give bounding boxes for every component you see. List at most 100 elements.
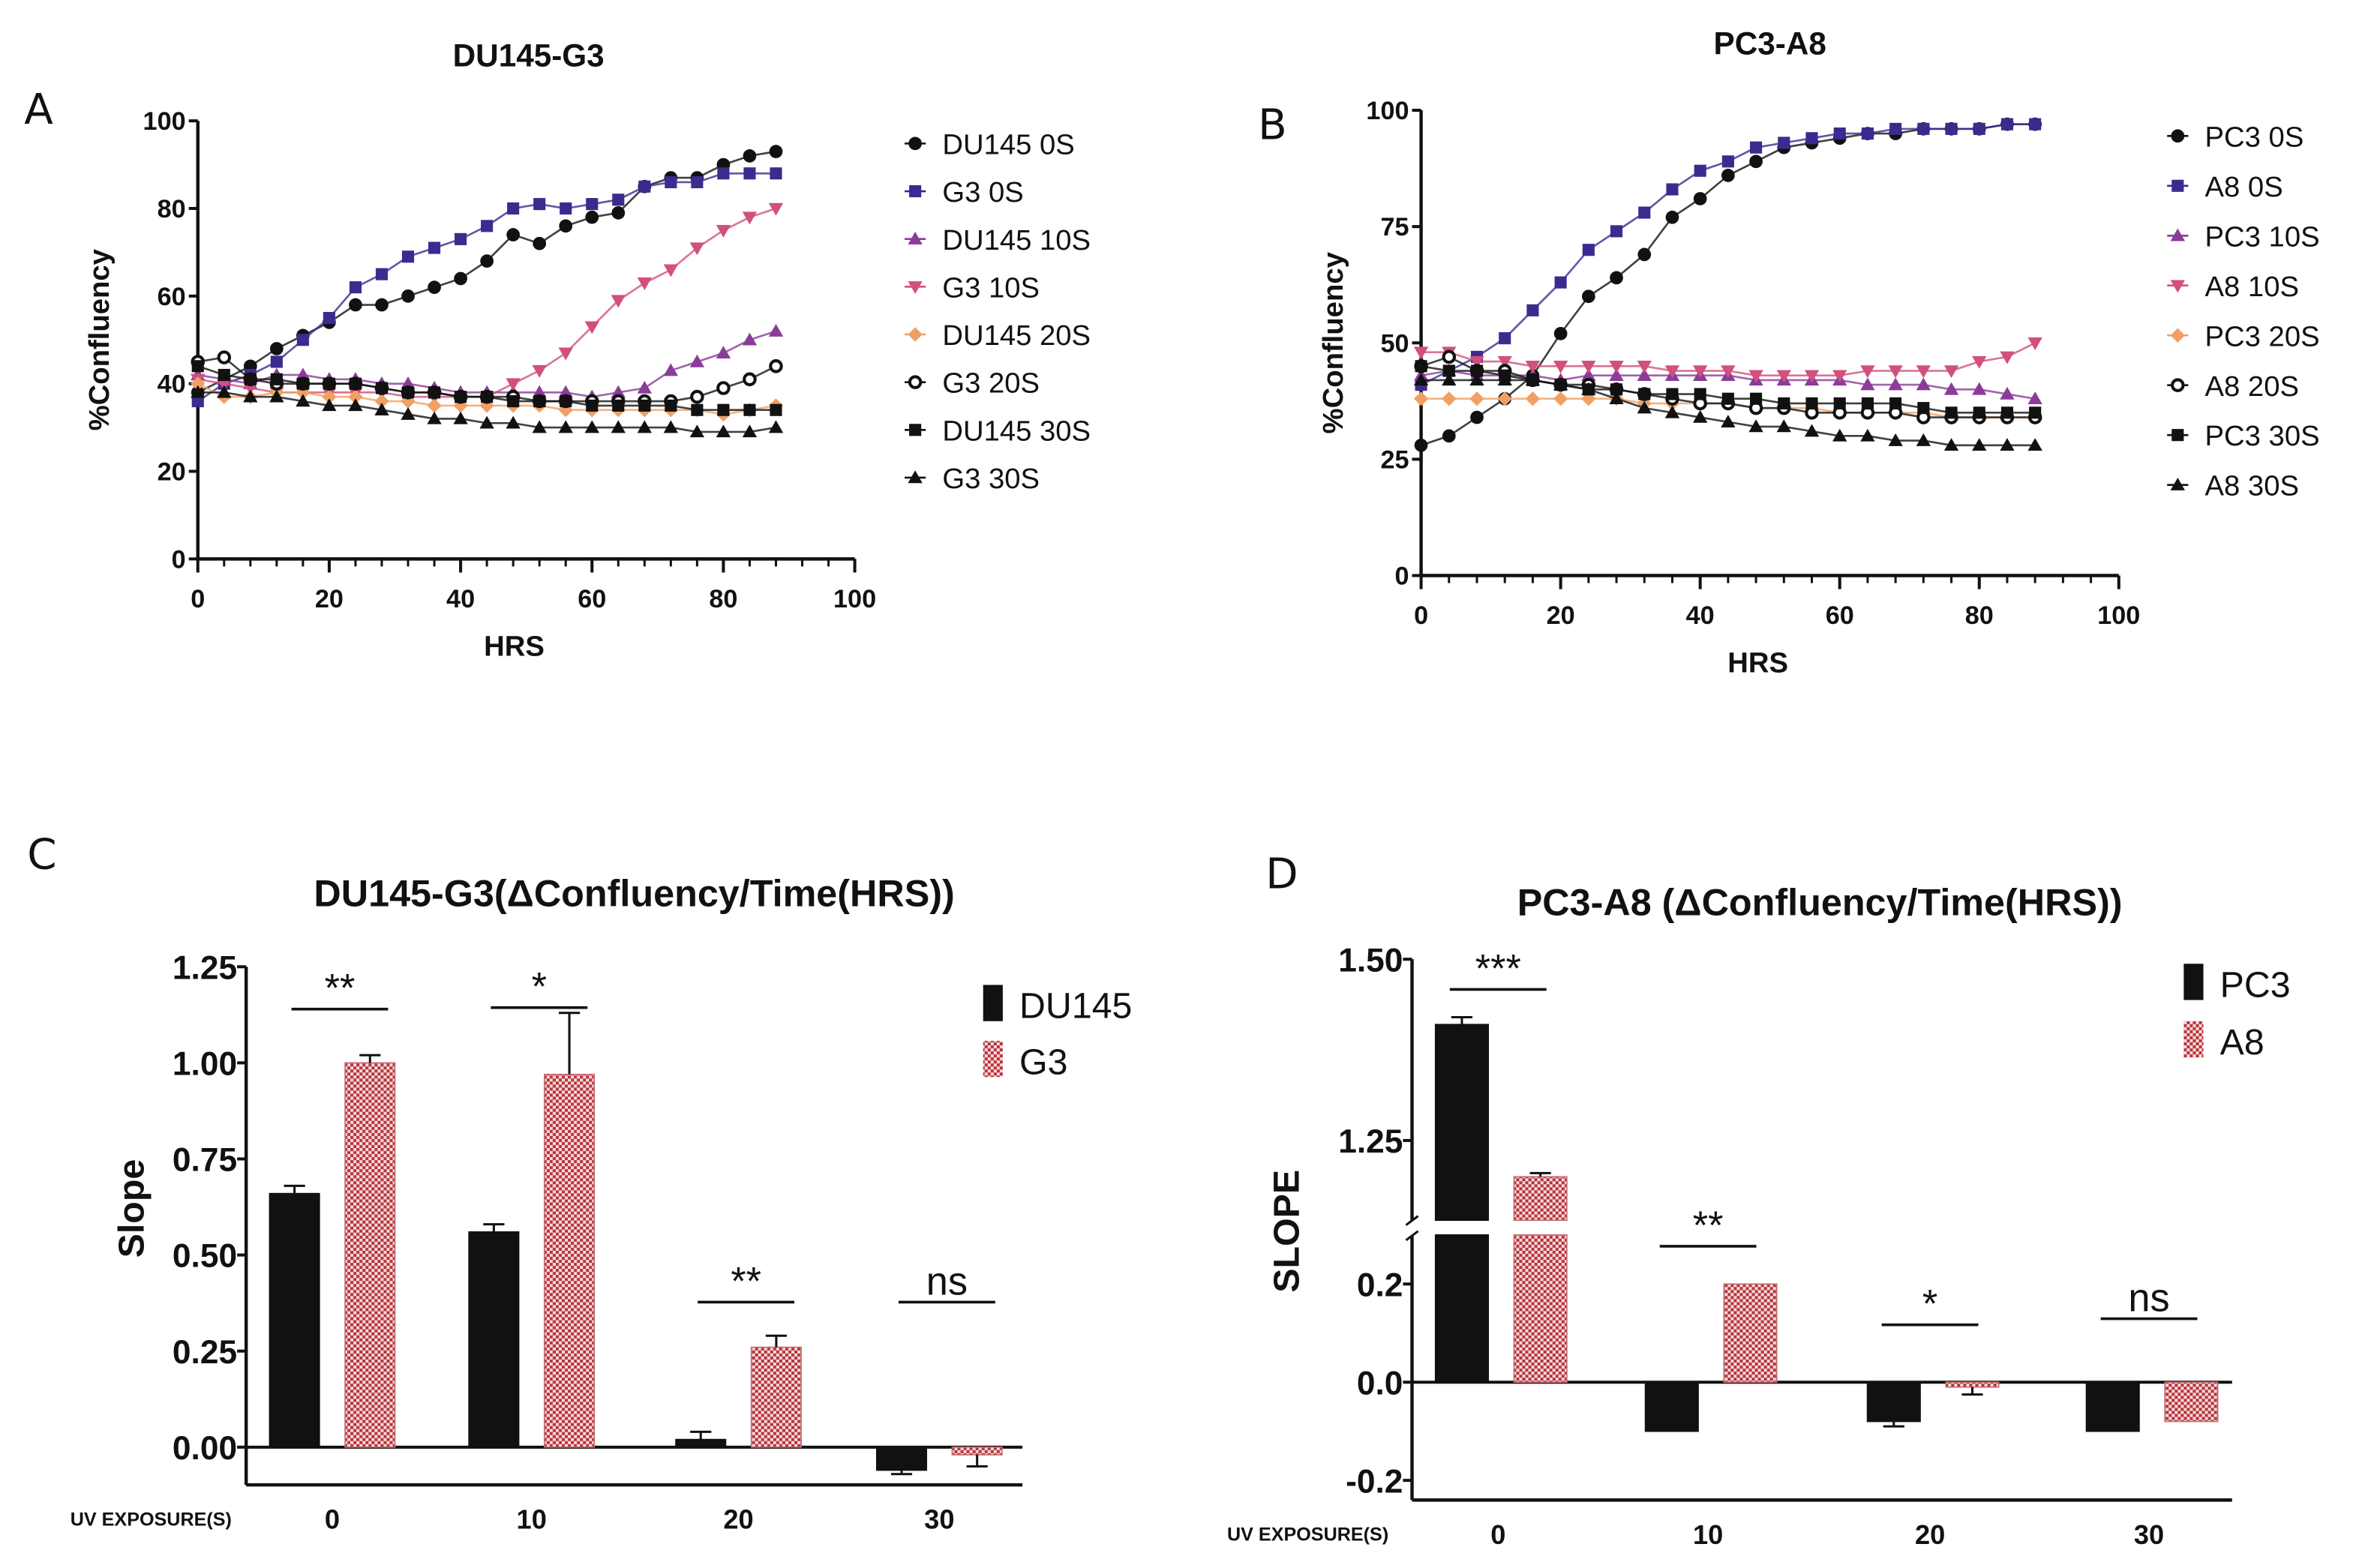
data-point (2027, 438, 2042, 451)
legend-label: PC3 (2220, 965, 2291, 1006)
data-point (1833, 127, 1846, 140)
data-point (1972, 438, 1987, 451)
significance-annotation: ns (898, 1260, 995, 1303)
data-point (270, 355, 283, 368)
data-point (586, 198, 599, 211)
data-point (716, 224, 731, 238)
legend-label: A8 20S (2205, 370, 2299, 403)
error-bar (690, 1430, 712, 1440)
data-point (349, 377, 362, 390)
data-point (244, 373, 257, 385)
data-point (1525, 373, 1541, 386)
legend-marker-icon (908, 232, 923, 244)
panel-label-c: C (27, 830, 56, 879)
data-point (269, 342, 284, 355)
data-point (768, 323, 784, 337)
error-bar (284, 1184, 305, 1194)
data-point (1499, 332, 1511, 345)
x-tick-label: 20 (723, 1504, 753, 1535)
error-bar (765, 1334, 787, 1348)
data-point (1804, 370, 1820, 383)
data-point (1637, 368, 1652, 381)
data-point (1776, 370, 1791, 383)
data-point (1609, 391, 1624, 404)
data-point (1860, 428, 1875, 442)
chart-d: PC3-A8 (ΔConfluency/Time(HRS)) -0.2 0.0 0.2… (1227, 881, 2291, 1550)
significance-annotation: ** (1659, 1204, 1757, 1248)
data-point (1750, 392, 1763, 405)
data-point (481, 220, 494, 232)
data-point (558, 420, 573, 433)
data-point (743, 403, 756, 416)
data-point (1581, 289, 1595, 304)
data-point (1805, 132, 1818, 145)
data-point (1721, 365, 1736, 379)
data-point (1973, 406, 1985, 419)
data-point (1973, 122, 1985, 135)
series-line (1421, 379, 2036, 447)
x-axis-label: HRS (1727, 646, 1788, 679)
data-point (1442, 391, 1457, 406)
significance-label: ** (731, 1260, 761, 1303)
data-point (322, 389, 337, 404)
data-point (1804, 424, 1820, 437)
legend-entry: G3 20S (905, 367, 1040, 400)
data-point (1972, 355, 1987, 369)
chart-title: DU145-G3 (453, 38, 605, 73)
data-point (770, 167, 782, 180)
data-point (586, 399, 599, 412)
data-point (1945, 406, 1958, 419)
data-point (770, 403, 782, 416)
data-point (1526, 304, 1539, 316)
legend-marker-icon (909, 184, 922, 198)
significance-annotation: *** (1449, 947, 1547, 991)
data-point (427, 411, 442, 424)
data-point (1469, 391, 1484, 406)
data-point (611, 295, 626, 308)
bar-g3-0 (344, 1062, 396, 1448)
y-tick-label: 80 (158, 195, 186, 223)
data-point (1413, 373, 1429, 386)
data-point (322, 398, 337, 412)
legend-marker-icon (908, 470, 923, 484)
data-point (611, 420, 626, 433)
data-point (479, 415, 494, 429)
legend-label: G3 0S (942, 176, 1023, 208)
data-point (507, 202, 520, 215)
axis-break-mark (1405, 1230, 1419, 1242)
data-point (612, 193, 625, 206)
x-tick-label: 0 (191, 585, 205, 613)
legend-label: DU145 0S (942, 128, 1074, 160)
data-point (2000, 118, 2014, 130)
data-point (716, 381, 731, 395)
data-point (1778, 136, 1790, 149)
data-point (742, 211, 758, 225)
data-point (769, 359, 783, 373)
y-tick-label: 100 (1366, 97, 1409, 125)
data-point (665, 399, 677, 412)
panel-label-d: D (1265, 850, 1298, 898)
x-tick-label: 30 (924, 1504, 954, 1535)
significance-label: ** (1693, 1204, 1724, 1248)
chart-title: PC3-A8 (ΔConfluency/Time(HRS)) (1517, 881, 2123, 924)
data-point (1610, 271, 1623, 285)
legend-marker-icon (909, 424, 922, 436)
legend-entry: A8 0S (2167, 171, 2283, 203)
data-point (2027, 391, 2042, 404)
legend-entry: A8 10S (2167, 271, 2299, 303)
bar-a8-10 (1723, 1283, 1778, 1384)
data-point (637, 420, 652, 433)
data-point (428, 241, 441, 254)
data-point (532, 420, 547, 433)
x-axis-label: UV EXPOSURE(S) (71, 1510, 232, 1531)
data-point (375, 298, 389, 312)
bar-du145-10 (468, 1231, 520, 1448)
x-tick-label: 0 (1414, 601, 1428, 630)
data-point (1750, 141, 1763, 154)
y-tick-label: 0.00 (173, 1430, 237, 1467)
data-point (217, 385, 232, 398)
data-point (1943, 382, 1959, 395)
y-tick-label: 0.2 (1357, 1267, 1403, 1303)
data-point (768, 420, 784, 433)
